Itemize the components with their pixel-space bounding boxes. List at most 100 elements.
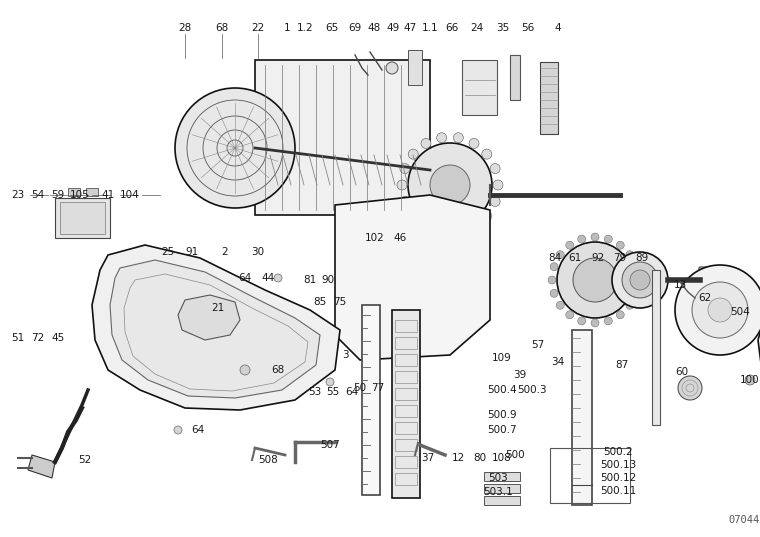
- Circle shape: [550, 263, 558, 271]
- Circle shape: [616, 241, 624, 249]
- Text: 500.2: 500.2: [603, 447, 633, 457]
- Circle shape: [565, 311, 574, 319]
- Text: 108: 108: [492, 453, 512, 463]
- Text: 35: 35: [496, 23, 510, 33]
- Text: 46: 46: [394, 233, 407, 243]
- Bar: [484, 484, 520, 493]
- Text: 75: 75: [334, 297, 347, 307]
- Text: 28: 28: [179, 23, 192, 33]
- Bar: [395, 371, 417, 383]
- Text: 4: 4: [555, 23, 562, 33]
- Text: 102: 102: [365, 233, 385, 243]
- Circle shape: [408, 149, 418, 159]
- Bar: [395, 388, 417, 400]
- Text: 57: 57: [531, 340, 545, 350]
- Text: 77: 77: [372, 383, 385, 393]
- Text: 48: 48: [367, 23, 381, 33]
- Circle shape: [612, 252, 668, 308]
- Circle shape: [482, 211, 492, 221]
- Text: 503: 503: [488, 473, 508, 483]
- Text: 92: 92: [591, 253, 605, 263]
- Text: 24: 24: [470, 23, 483, 33]
- Circle shape: [604, 317, 613, 325]
- Text: 89: 89: [635, 253, 648, 263]
- Circle shape: [632, 289, 640, 297]
- Circle shape: [437, 133, 447, 143]
- Bar: [395, 337, 417, 349]
- Text: 45: 45: [52, 333, 65, 343]
- Text: 500.11: 500.11: [600, 486, 636, 496]
- Text: 80: 80: [473, 453, 486, 463]
- Circle shape: [482, 149, 492, 159]
- Text: 1: 1: [283, 23, 290, 33]
- Circle shape: [578, 317, 586, 325]
- Text: 070443A1: 070443A1: [728, 515, 760, 525]
- Text: 56: 56: [521, 23, 534, 33]
- Polygon shape: [178, 295, 240, 340]
- Text: 84: 84: [549, 253, 562, 263]
- Circle shape: [493, 180, 503, 190]
- Text: 100: 100: [740, 375, 760, 385]
- Circle shape: [557, 242, 633, 318]
- Text: 62: 62: [698, 293, 711, 303]
- Circle shape: [408, 143, 492, 227]
- Bar: [55, 198, 110, 238]
- Circle shape: [625, 301, 634, 309]
- Circle shape: [175, 88, 295, 208]
- Bar: [395, 456, 417, 468]
- Bar: [395, 422, 417, 434]
- Text: 64: 64: [239, 273, 252, 283]
- Text: 2: 2: [222, 247, 228, 257]
- Bar: [572, 330, 592, 505]
- Text: 85: 85: [313, 297, 327, 307]
- Bar: [395, 473, 417, 485]
- Circle shape: [326, 378, 334, 386]
- Text: 12: 12: [451, 453, 464, 463]
- Text: 21: 21: [211, 303, 225, 313]
- Text: 64: 64: [345, 387, 359, 397]
- Bar: [255, 60, 430, 215]
- Polygon shape: [28, 455, 55, 478]
- Text: 500.13: 500.13: [600, 460, 636, 470]
- Text: 1.2: 1.2: [296, 23, 313, 33]
- Circle shape: [453, 133, 464, 143]
- Circle shape: [692, 282, 748, 338]
- Bar: [540, 62, 558, 134]
- Circle shape: [625, 251, 634, 259]
- Circle shape: [453, 227, 464, 237]
- Text: 52: 52: [78, 455, 92, 465]
- Text: 81: 81: [303, 275, 317, 285]
- Circle shape: [437, 227, 447, 237]
- Text: 79: 79: [613, 253, 627, 263]
- Bar: [86, 188, 98, 196]
- Text: 91: 91: [185, 247, 198, 257]
- Polygon shape: [92, 245, 340, 410]
- Circle shape: [578, 235, 586, 243]
- Bar: [510, 55, 520, 100]
- Bar: [362, 305, 380, 495]
- Text: 55: 55: [326, 387, 340, 397]
- Bar: [395, 354, 417, 366]
- Circle shape: [430, 165, 470, 205]
- FancyBboxPatch shape: [699, 267, 719, 293]
- Text: 104: 104: [120, 190, 140, 200]
- Circle shape: [678, 376, 702, 400]
- Text: 49: 49: [386, 23, 400, 33]
- Bar: [392, 310, 420, 498]
- Text: 1.1: 1.1: [422, 23, 439, 33]
- Circle shape: [400, 197, 410, 206]
- Circle shape: [591, 233, 599, 241]
- Bar: [550, 448, 630, 503]
- Text: 44: 44: [261, 273, 274, 283]
- Text: 90: 90: [321, 275, 334, 285]
- Circle shape: [274, 274, 282, 282]
- Text: 69: 69: [348, 23, 362, 33]
- Circle shape: [632, 263, 640, 271]
- Circle shape: [556, 251, 564, 259]
- Circle shape: [400, 164, 410, 173]
- Text: 50: 50: [353, 383, 366, 393]
- Bar: [408, 50, 422, 85]
- Circle shape: [556, 301, 564, 309]
- Bar: [395, 439, 417, 451]
- Text: 500.7: 500.7: [487, 425, 517, 435]
